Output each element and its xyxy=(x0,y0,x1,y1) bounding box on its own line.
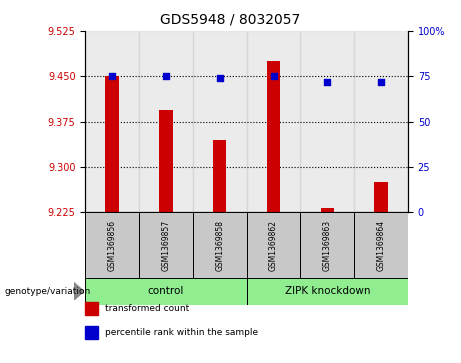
Bar xyxy=(139,212,193,278)
Bar xyxy=(374,182,388,212)
Text: GSM1369863: GSM1369863 xyxy=(323,220,332,270)
Text: GSM1369864: GSM1369864 xyxy=(377,220,385,270)
Bar xyxy=(301,31,354,212)
Point xyxy=(270,73,277,79)
Text: genotype/variation: genotype/variation xyxy=(5,287,91,296)
Text: GSM1369862: GSM1369862 xyxy=(269,220,278,270)
Bar xyxy=(193,31,247,212)
Bar xyxy=(213,140,226,212)
Bar xyxy=(193,212,247,278)
Point xyxy=(324,79,331,85)
Bar xyxy=(159,110,173,212)
Text: GSM1369857: GSM1369857 xyxy=(161,220,171,270)
Text: ZIPK knockdown: ZIPK knockdown xyxy=(284,286,370,296)
Point xyxy=(108,73,116,79)
Bar xyxy=(267,61,280,212)
Bar xyxy=(85,302,98,315)
Bar xyxy=(354,31,408,212)
Bar xyxy=(247,212,301,278)
Point xyxy=(162,73,170,79)
Point xyxy=(378,79,385,85)
Bar xyxy=(301,212,354,278)
Text: percentile rank within the sample: percentile rank within the sample xyxy=(105,328,258,337)
Point xyxy=(216,75,224,81)
Bar xyxy=(354,212,408,278)
Bar xyxy=(320,208,334,212)
Bar xyxy=(247,278,408,305)
Text: control: control xyxy=(148,286,184,296)
Text: GSM1369858: GSM1369858 xyxy=(215,220,224,270)
Bar xyxy=(85,278,247,305)
Text: GSM1369856: GSM1369856 xyxy=(108,220,117,270)
Bar xyxy=(247,31,301,212)
Bar xyxy=(106,76,119,212)
Polygon shape xyxy=(74,282,84,300)
Text: GDS5948 / 8032057: GDS5948 / 8032057 xyxy=(160,13,301,27)
Bar xyxy=(85,326,98,339)
Bar xyxy=(85,31,139,212)
Bar xyxy=(85,212,139,278)
Bar xyxy=(139,31,193,212)
Text: transformed count: transformed count xyxy=(105,304,189,313)
